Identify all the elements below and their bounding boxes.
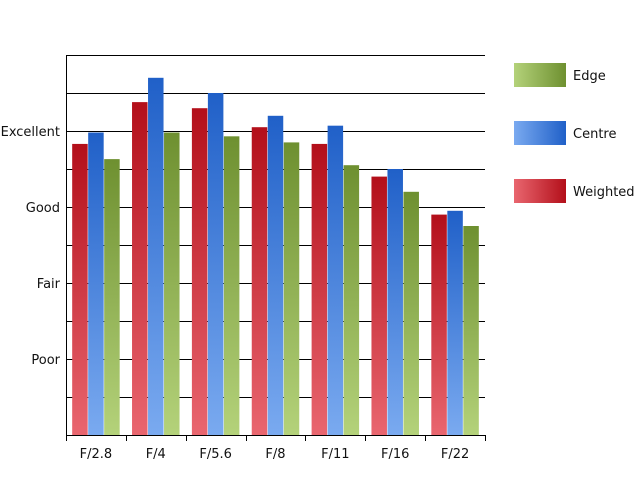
bar-centre-f-5-6 bbox=[207, 93, 224, 435]
x-tick-f-4: F/4 bbox=[146, 447, 166, 462]
legend-swatch-edge bbox=[514, 63, 566, 87]
y-tick-good: Good bbox=[26, 201, 60, 216]
bar-weighted-f-16 bbox=[371, 176, 387, 435]
y-tick-fair: Fair bbox=[37, 277, 61, 292]
x-tick-f-22: F/22 bbox=[441, 447, 469, 462]
bars bbox=[72, 77, 479, 436]
bar-weighted-f-5-6 bbox=[191, 108, 208, 435]
y-tick-labels: Poor Fair Good Excellent bbox=[1, 125, 61, 368]
axes bbox=[66, 55, 486, 441]
x-tick-f-2-8: F/2.8 bbox=[80, 447, 113, 462]
legend-swatch-centre bbox=[514, 121, 566, 145]
legend-label-weighted: Weighted bbox=[573, 185, 635, 200]
legend-label-centre: Centre bbox=[573, 127, 616, 142]
y-tick-excellent: Excellent bbox=[1, 125, 60, 140]
bar-edge-f-4 bbox=[164, 132, 180, 435]
legend-label-edge: Edge bbox=[573, 69, 606, 84]
bar-edge-f-22 bbox=[463, 226, 479, 435]
bar-edge-f-16 bbox=[403, 191, 419, 435]
bar-edge-f-8 bbox=[283, 142, 300, 435]
bar-edge-f-5-6 bbox=[223, 136, 240, 435]
x-tick-f-11: F/11 bbox=[321, 447, 349, 462]
x-tick-labels: F/2.8 F/4 F/5.6 F/8 F/11 F/16 F/22 bbox=[80, 447, 470, 462]
bar-centre-f-4 bbox=[148, 77, 164, 436]
bar-centre-f-11 bbox=[327, 125, 344, 436]
bar-weighted-f-11 bbox=[311, 143, 328, 436]
bar-centre-f-22 bbox=[447, 210, 463, 435]
bar-centre-f-16 bbox=[387, 169, 403, 435]
x-tick-f-16: F/16 bbox=[381, 447, 409, 462]
legend-swatch-weighted bbox=[514, 179, 566, 203]
legend: Edge Centre Weighted bbox=[514, 63, 635, 203]
bar-weighted-f-2-8 bbox=[72, 143, 88, 436]
x-tick-f-5-6: F/5.6 bbox=[199, 447, 232, 462]
bar-edge-f-11 bbox=[343, 165, 360, 435]
x-tick-f-8: F/8 bbox=[265, 447, 285, 462]
bar-centre-f-2-8 bbox=[88, 132, 104, 435]
bar-edge-f-2-8 bbox=[104, 159, 120, 435]
y-tick-poor: Poor bbox=[31, 353, 60, 368]
bar-weighted-f-4 bbox=[132, 102, 148, 436]
bar-centre-f-8 bbox=[267, 115, 284, 436]
bar-weighted-f-8 bbox=[251, 127, 268, 435]
bar-weighted-f-22 bbox=[431, 214, 447, 435]
